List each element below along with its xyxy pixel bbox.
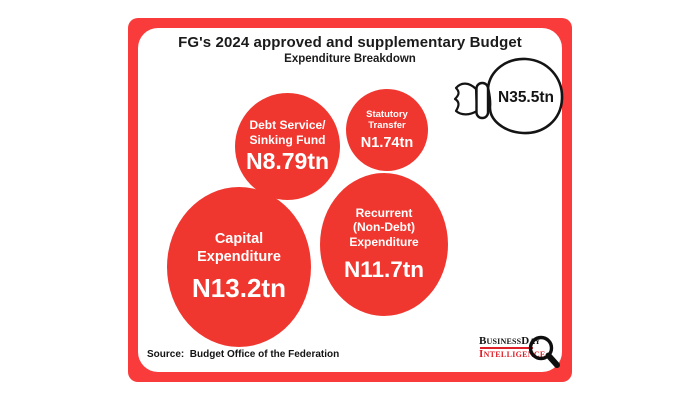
money-bag-icon: N35.5tn <box>453 57 564 135</box>
page-subtitle: Expenditure Breakdown <box>284 53 416 65</box>
logo-intelligence-text: Intelligence <box>479 348 546 360</box>
logo-underline <box>480 347 533 349</box>
bubble-capital-expenditure: Capital Expenditure N13.2tn <box>167 187 311 347</box>
total-budget-label: N35.5tn <box>498 89 554 106</box>
bubble-label-line: Statutory <box>366 108 408 120</box>
bubble-debt-service: Debt Service/ Sinking Fund N8.79tn <box>235 93 340 200</box>
logo-businessday-text: BusinessDay <box>479 335 541 347</box>
bubble-label-line: Recurrent <box>355 206 413 221</box>
bubble-value: N11.7tn <box>343 256 425 282</box>
bubble-label-line: (Non-Debt) <box>353 220 415 235</box>
bubble-recurrent-expenditure: Recurrent (Non-Debt) Expenditure N11.7tn <box>320 173 448 316</box>
bubble-label-line: Debt Service/ <box>249 118 326 133</box>
bubble-value: N13.2tn <box>192 273 286 304</box>
bubble-label-line: Expenditure <box>197 249 281 265</box>
bag-knot-cloth <box>453 82 479 116</box>
page-title: FG's 2024 approved and supplementary Bud… <box>178 34 522 51</box>
bag-body <box>486 57 564 135</box>
bubble-value: N8.79tn <box>245 147 330 174</box>
magnifier-icon <box>528 335 560 368</box>
bubble-statutory-transfer: Statutory Transfer N1.74tn <box>346 89 428 171</box>
bag-tie-band <box>475 81 490 120</box>
bubble-value: N1.74tn <box>360 135 414 152</box>
bubble-label-line: Sinking Fund <box>249 132 326 147</box>
source-caption: Source: Budget Office of the Federation <box>147 349 340 360</box>
bubble-label-line: Transfer <box>368 120 406 131</box>
bubble-label-line: Expenditure <box>349 234 419 249</box>
bubble-label-line: Capital <box>214 230 264 247</box>
